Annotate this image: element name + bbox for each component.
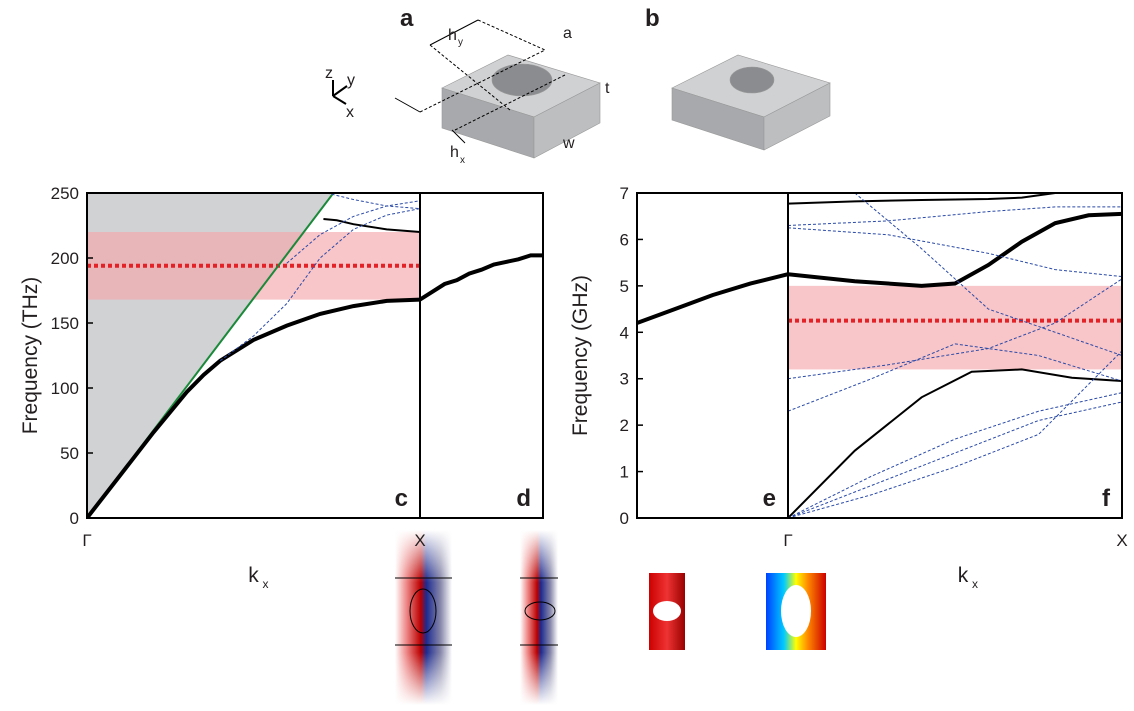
x-axis-label: k bbox=[958, 564, 969, 587]
x-tick-label: Γ bbox=[783, 531, 792, 550]
panel-label: a bbox=[400, 5, 414, 32]
y-tick-label: 6 bbox=[620, 230, 629, 249]
band-curve bbox=[788, 207, 1122, 226]
plot-frame bbox=[420, 193, 543, 518]
axis-name: z bbox=[325, 65, 333, 82]
band-curve bbox=[788, 193, 1055, 204]
y-tick-label: 100 bbox=[51, 379, 79, 398]
field-inset bbox=[395, 530, 826, 705]
band-curve bbox=[637, 274, 788, 323]
plot-area bbox=[788, 193, 1122, 518]
y-axis-label: Frequency (THz) bbox=[19, 277, 42, 435]
y-tick-label: 3 bbox=[620, 370, 629, 389]
y-tick-label: 200 bbox=[51, 249, 79, 268]
figure: a b a t w h y h x z y x 050100150200250Γ… bbox=[0, 0, 1134, 706]
dim-label: w bbox=[562, 135, 575, 152]
dim-label: t bbox=[605, 80, 610, 97]
y-tick-label: 2 bbox=[620, 416, 629, 435]
band-curve bbox=[327, 193, 420, 209]
y-tick-label: 4 bbox=[620, 323, 629, 342]
dim-label: h bbox=[450, 144, 459, 161]
y-tick-label: 150 bbox=[51, 314, 79, 333]
y-tick-label: 0 bbox=[70, 509, 79, 528]
band-curve bbox=[788, 214, 1122, 286]
x-axis-label-sub: x bbox=[263, 577, 269, 591]
band-curve bbox=[788, 402, 1122, 518]
dim-label-sub: x bbox=[460, 155, 465, 166]
axis-name: x bbox=[346, 104, 354, 121]
y-tick-label: 250 bbox=[51, 184, 79, 203]
x-tick-label: X bbox=[414, 531, 425, 550]
dim-label-sub: y bbox=[458, 37, 463, 48]
band-curve bbox=[788, 228, 1122, 277]
x-axis-label: k bbox=[248, 564, 259, 587]
dim-label: a bbox=[563, 25, 572, 42]
plot-area bbox=[420, 255, 543, 299]
y-tick-label: 50 bbox=[60, 444, 79, 463]
plot-area bbox=[87, 193, 420, 518]
block-a bbox=[442, 55, 600, 158]
axis-name: y bbox=[347, 72, 355, 89]
dim-label: h bbox=[448, 27, 457, 44]
panel-label: f bbox=[1102, 485, 1111, 512]
panel-label: d bbox=[516, 485, 531, 512]
panel-label: e bbox=[763, 485, 776, 512]
coord-axes bbox=[333, 80, 347, 104]
y-tick-label: 0 bbox=[620, 509, 629, 528]
band-curve bbox=[788, 369, 1122, 518]
x-axis-label-sub: x bbox=[972, 577, 978, 591]
band-gap bbox=[788, 286, 1122, 370]
x-tick-label: X bbox=[1116, 531, 1127, 550]
panel-label: c bbox=[395, 485, 408, 512]
block-b bbox=[672, 55, 830, 150]
band-curve bbox=[420, 255, 543, 299]
y-axis-label: Frequency (GHz) bbox=[569, 275, 592, 436]
band-curve bbox=[788, 393, 1122, 518]
y-tick-label: 7 bbox=[620, 184, 629, 203]
band-curve bbox=[323, 219, 420, 232]
panel-label: b bbox=[645, 5, 660, 32]
y-tick-label: 5 bbox=[620, 277, 629, 296]
plot-frame bbox=[637, 193, 788, 518]
x-tick-label: Γ bbox=[82, 531, 91, 550]
plot-area bbox=[637, 274, 788, 323]
y-tick-label: 1 bbox=[620, 463, 629, 482]
